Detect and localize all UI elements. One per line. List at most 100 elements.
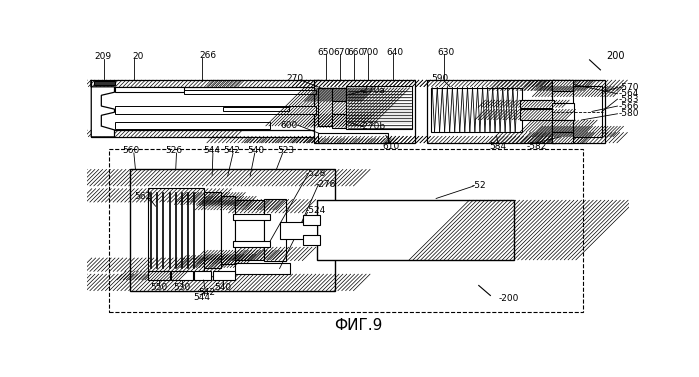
Bar	[235, 263, 290, 274]
Bar	[520, 100, 554, 107]
Bar	[572, 126, 602, 137]
Text: 700: 700	[361, 48, 379, 57]
Text: -583: -583	[619, 95, 640, 104]
Bar	[147, 271, 170, 280]
Text: 530: 530	[173, 283, 191, 292]
Bar	[552, 80, 605, 143]
Bar	[203, 192, 221, 268]
Text: 540: 540	[215, 283, 231, 292]
Bar	[346, 86, 412, 129]
Bar	[233, 214, 271, 220]
Text: 542: 542	[199, 288, 215, 297]
Bar	[520, 109, 554, 120]
Bar	[221, 254, 235, 264]
Text: 20: 20	[132, 52, 143, 61]
Bar	[427, 80, 555, 87]
Bar	[109, 149, 584, 313]
Text: 630: 630	[438, 48, 455, 57]
Text: 209: 209	[94, 52, 111, 61]
Text: 200: 200	[607, 51, 625, 61]
Text: 584: 584	[489, 142, 507, 150]
Bar	[130, 169, 336, 186]
Bar	[147, 271, 170, 280]
Text: 660: 660	[347, 48, 365, 57]
Bar	[552, 132, 605, 143]
Bar	[171, 271, 193, 280]
Bar	[87, 45, 629, 144]
Bar	[94, 81, 115, 85]
Bar	[130, 169, 336, 291]
Bar	[92, 130, 320, 137]
Text: 542: 542	[223, 146, 240, 155]
Bar	[303, 235, 320, 245]
Bar	[427, 80, 555, 143]
Bar	[332, 114, 346, 128]
Text: 640: 640	[387, 48, 403, 57]
Bar	[552, 103, 574, 120]
Bar	[492, 200, 514, 260]
Text: -270a: -270a	[360, 86, 386, 95]
Text: 670: 670	[333, 48, 350, 57]
Bar	[115, 122, 270, 129]
Bar	[223, 107, 289, 111]
Text: -276: -276	[316, 180, 336, 189]
Bar	[315, 80, 415, 143]
Bar	[235, 200, 264, 260]
Bar	[115, 87, 185, 92]
Bar	[221, 196, 235, 264]
Text: -52: -52	[471, 181, 486, 190]
Bar	[552, 80, 572, 91]
Bar	[147, 188, 203, 202]
Bar	[130, 274, 336, 291]
Text: 270: 270	[287, 74, 303, 83]
Bar	[92, 80, 227, 87]
Bar	[264, 199, 286, 213]
Text: 523: 523	[278, 146, 294, 155]
Text: 544: 544	[194, 293, 210, 302]
Text: 526: 526	[166, 146, 182, 155]
Bar	[318, 133, 388, 143]
Bar	[318, 87, 332, 126]
Bar	[552, 120, 572, 132]
Bar	[427, 136, 555, 143]
Text: 650: 650	[317, 48, 335, 57]
Bar	[280, 222, 317, 239]
Bar	[332, 87, 346, 101]
Bar	[318, 87, 332, 126]
Text: 544: 544	[203, 146, 220, 155]
Bar	[235, 250, 264, 260]
Bar	[520, 100, 554, 107]
Text: 266: 266	[199, 51, 216, 60]
Bar	[552, 80, 572, 91]
Bar	[185, 90, 316, 94]
Bar	[303, 215, 320, 225]
Bar	[315, 80, 415, 87]
Bar	[315, 136, 415, 143]
Bar	[115, 106, 316, 114]
Bar	[317, 200, 514, 260]
Bar	[213, 271, 235, 280]
Bar	[203, 192, 221, 205]
Text: -200: -200	[498, 294, 519, 303]
Text: 590: 590	[431, 74, 449, 83]
Text: 562: 562	[135, 192, 152, 201]
Bar	[264, 247, 286, 261]
Text: 550: 550	[150, 283, 167, 292]
Bar	[92, 130, 227, 137]
Bar	[264, 199, 286, 261]
Bar	[552, 132, 572, 143]
Bar	[552, 132, 572, 143]
Bar	[431, 87, 522, 132]
Bar	[552, 120, 572, 132]
Bar	[147, 258, 203, 271]
Bar	[92, 80, 320, 87]
Polygon shape	[92, 80, 115, 137]
Bar	[572, 86, 602, 97]
Bar	[318, 138, 388, 143]
Bar	[572, 86, 602, 137]
Text: -270b: -270b	[359, 123, 386, 131]
Text: -570: -570	[619, 83, 640, 92]
Bar	[194, 271, 211, 280]
Bar	[233, 241, 271, 247]
Bar	[520, 109, 554, 120]
